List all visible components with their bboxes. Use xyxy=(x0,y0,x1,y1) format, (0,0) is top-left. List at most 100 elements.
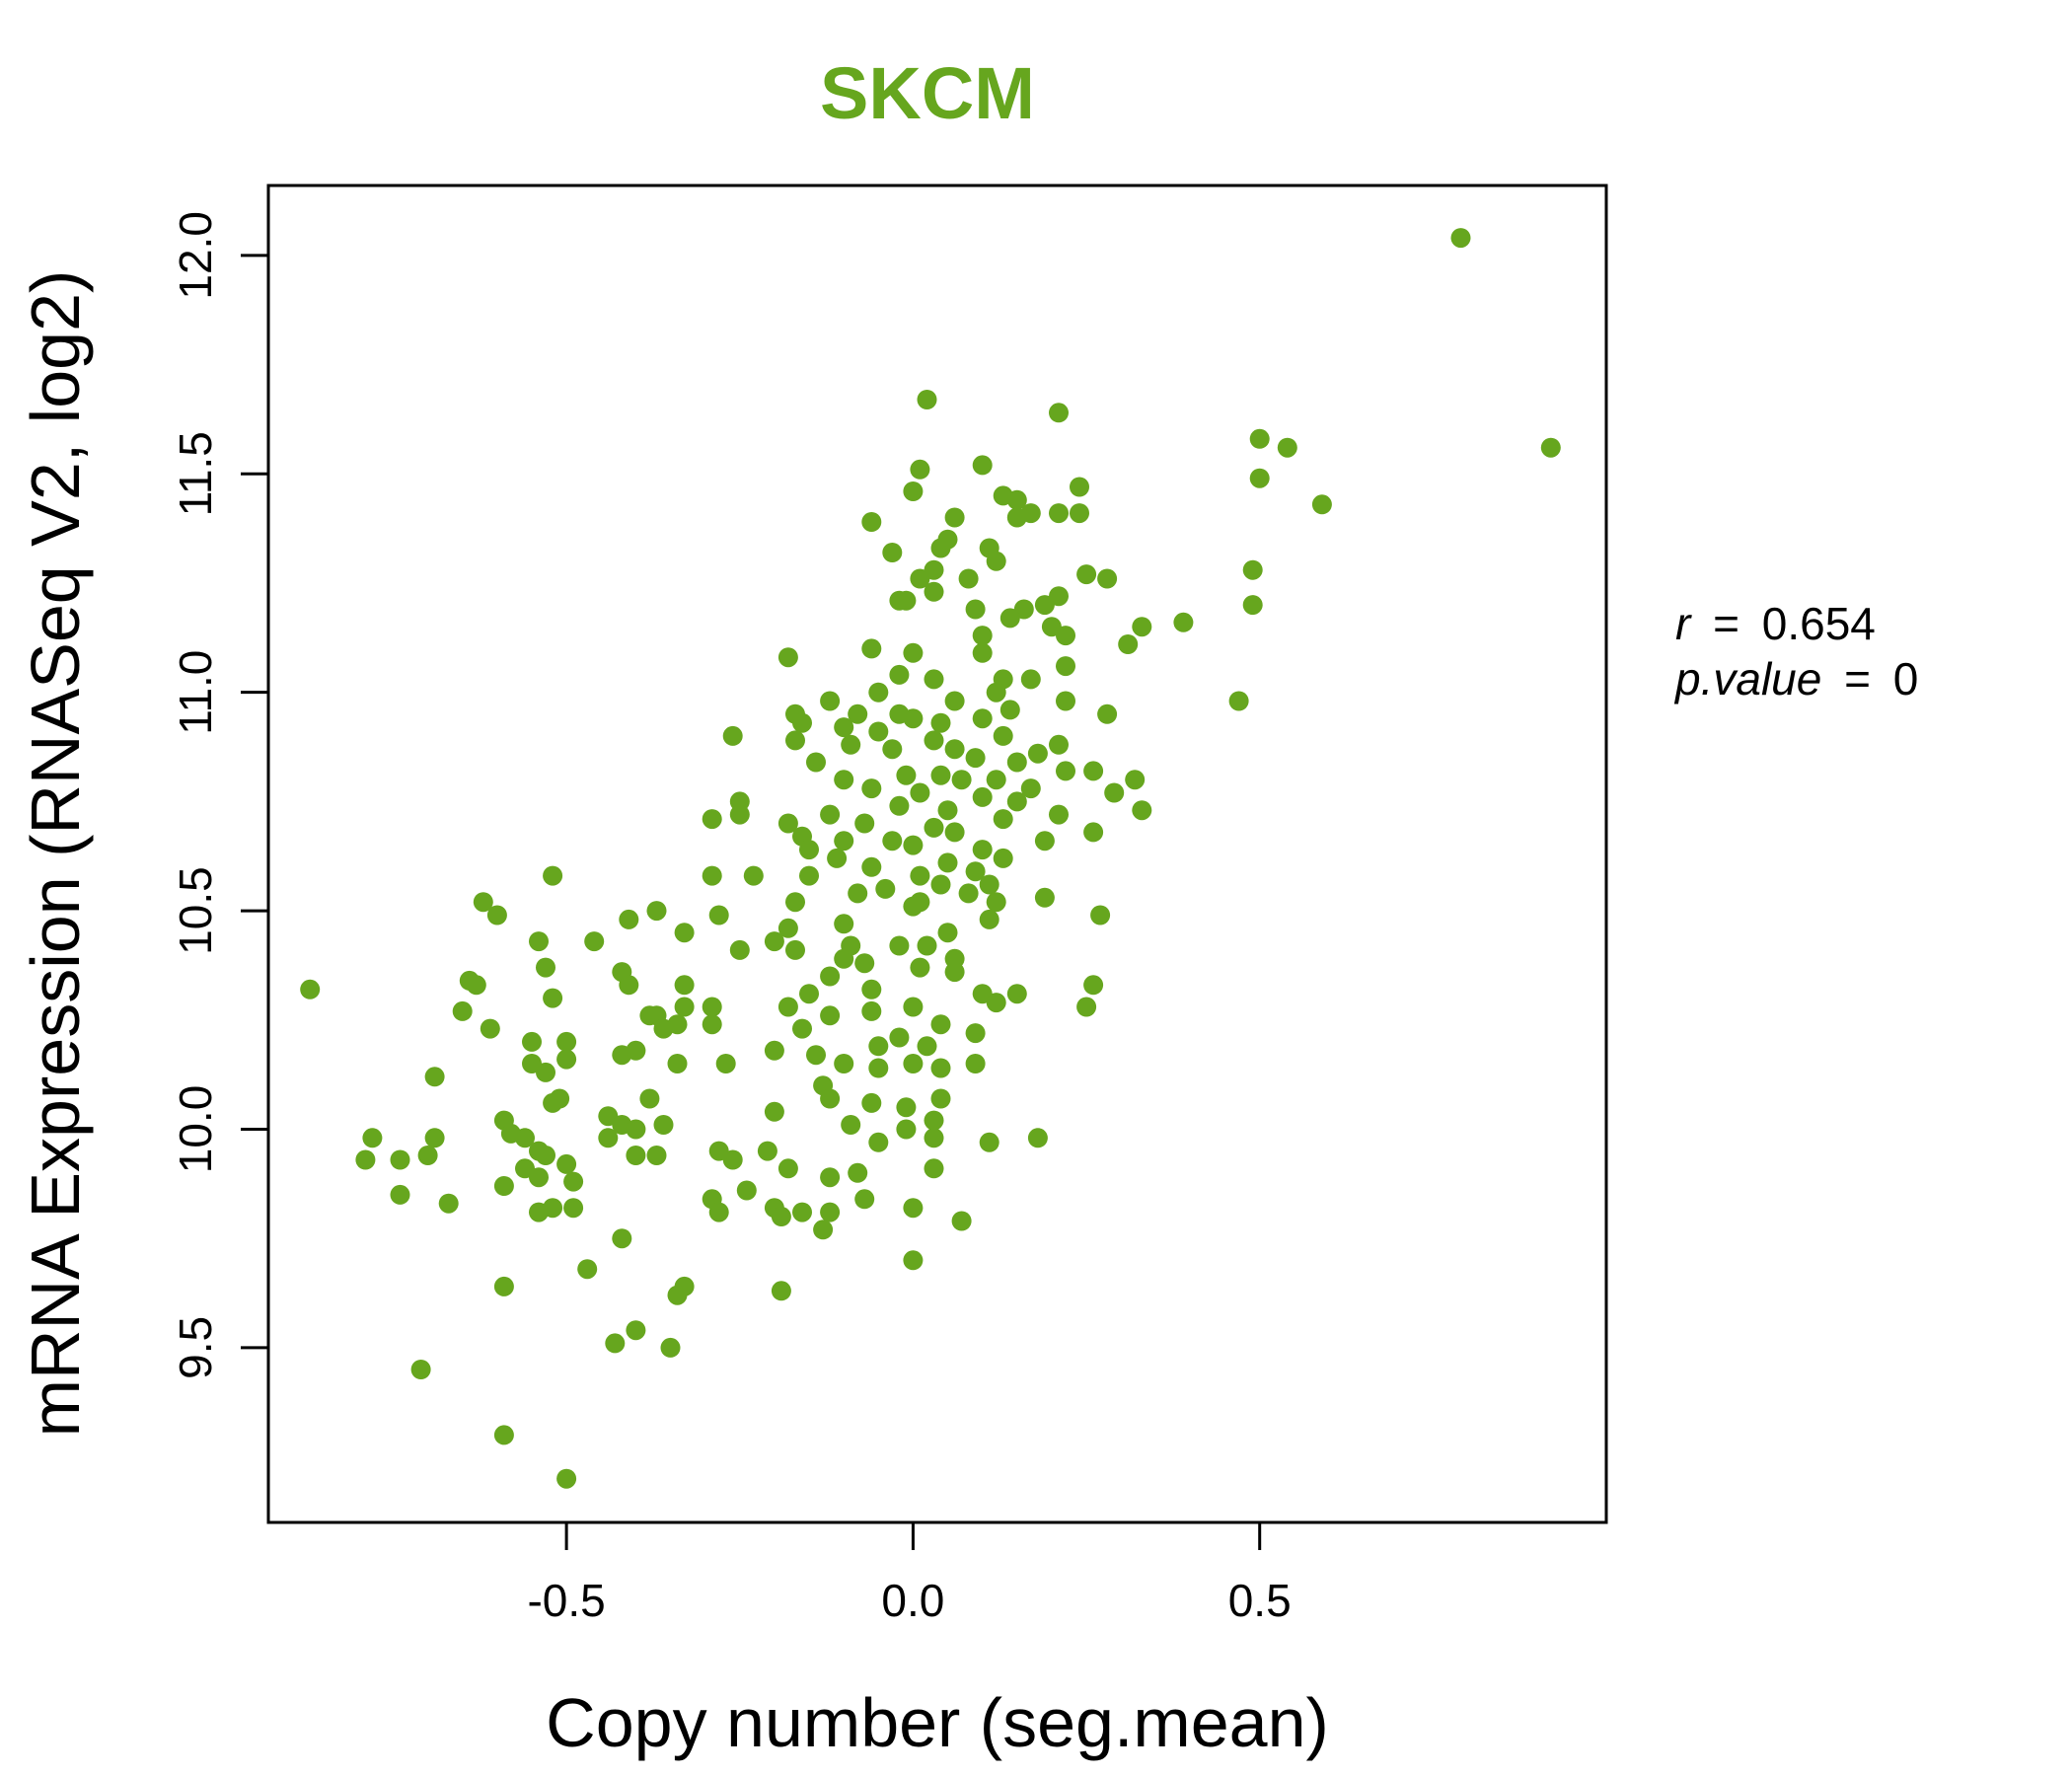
data-point-89 xyxy=(896,765,917,785)
data-point-78 xyxy=(944,739,965,760)
data-point-276 xyxy=(612,1228,632,1249)
p-equals: = xyxy=(1844,653,1871,704)
data-point-109 xyxy=(1083,822,1104,843)
data-point-239 xyxy=(1027,1128,1048,1148)
data-point-130 xyxy=(875,878,896,899)
data-point-171 xyxy=(1083,975,1104,996)
data-point-147 xyxy=(937,923,958,943)
data-point-126 xyxy=(910,865,930,886)
data-point-85 xyxy=(1056,761,1075,781)
data-point-39 xyxy=(965,599,986,620)
data-point-244 xyxy=(626,1146,646,1165)
data-point-46 xyxy=(1056,626,1075,646)
data-point-196 xyxy=(522,1031,542,1052)
data-point-205 xyxy=(834,1054,854,1073)
data-point-195 xyxy=(889,1027,910,1048)
data-point-125 xyxy=(743,865,764,886)
data-point-33 xyxy=(958,568,979,589)
data-point-220 xyxy=(930,1088,951,1109)
data-point-122 xyxy=(861,856,882,877)
data-point-3 xyxy=(1277,437,1297,458)
data-point-175 xyxy=(799,984,819,1004)
data-point-226 xyxy=(653,1115,674,1135)
data-point-253 xyxy=(924,1158,944,1179)
data-point-80 xyxy=(1027,743,1048,764)
data-point-193 xyxy=(930,1014,951,1035)
data-point-259 xyxy=(493,1176,514,1196)
data-point-285 xyxy=(660,1337,681,1358)
data-point-288 xyxy=(556,1468,577,1489)
data-point-43 xyxy=(889,590,910,611)
data-point-103 xyxy=(702,809,722,830)
data-point-210 xyxy=(903,1054,924,1073)
data-point-118 xyxy=(972,840,993,860)
data-point-165 xyxy=(944,962,965,983)
data-point-229 xyxy=(924,1110,944,1131)
data-point-222 xyxy=(896,1097,917,1118)
data-point-22 xyxy=(1049,503,1069,524)
data-point-75 xyxy=(841,734,861,755)
data-point-112 xyxy=(944,822,965,843)
data-point-124 xyxy=(702,865,722,886)
data-point-13 xyxy=(1049,403,1069,423)
data-point-119 xyxy=(993,848,1013,868)
data-point-258 xyxy=(820,1167,841,1188)
r-value: 0.654 xyxy=(1762,598,1876,649)
data-point-274 xyxy=(951,1211,972,1231)
data-point-12 xyxy=(917,390,937,409)
data-point-218 xyxy=(543,1092,563,1113)
data-point-0 xyxy=(1450,228,1471,249)
data-point-235 xyxy=(362,1128,383,1148)
data-point-223 xyxy=(764,1101,784,1122)
data-point-211 xyxy=(868,1058,889,1078)
y-tick-label: 10.5 xyxy=(170,866,221,955)
data-point-287 xyxy=(493,1425,514,1445)
data-point-76 xyxy=(924,730,944,751)
data-point-148 xyxy=(674,923,695,943)
data-point-77 xyxy=(882,739,903,760)
data-point-284 xyxy=(605,1333,626,1354)
data-point-221 xyxy=(861,1092,882,1113)
data-point-53 xyxy=(1020,669,1041,690)
data-point-177 xyxy=(986,993,1006,1013)
data-point-92 xyxy=(1020,778,1041,799)
data-point-150 xyxy=(529,931,549,952)
data-point-62 xyxy=(1097,703,1118,724)
data-points xyxy=(300,228,1561,1489)
data-point-149 xyxy=(777,918,798,938)
data-point-157 xyxy=(785,939,805,960)
data-point-261 xyxy=(390,1184,410,1205)
data-point-117 xyxy=(903,835,924,855)
data-point-234 xyxy=(424,1128,445,1148)
data-point-74 xyxy=(1049,734,1069,755)
data-point-140 xyxy=(646,901,667,922)
data-point-230 xyxy=(626,1119,646,1140)
data-point-81 xyxy=(965,748,986,769)
data-point-156 xyxy=(729,939,750,960)
data-point-286 xyxy=(410,1360,431,1379)
data-point-1 xyxy=(1540,437,1561,458)
data-point-271 xyxy=(708,1202,729,1222)
data-point-54 xyxy=(889,664,910,685)
data-point-198 xyxy=(868,1036,889,1057)
y-axis-label: mRNA Expression (RNASeq V2, log2) xyxy=(17,270,94,1438)
data-point-116 xyxy=(799,840,819,860)
data-point-102 xyxy=(1049,804,1069,825)
data-point-139 xyxy=(543,865,563,886)
x-tick-label: 0.0 xyxy=(881,1575,944,1626)
data-point-138 xyxy=(473,892,493,913)
data-point-95 xyxy=(910,782,930,803)
data-point-17 xyxy=(1006,489,1027,510)
data-point-24 xyxy=(1070,477,1089,497)
data-point-172 xyxy=(1006,984,1027,1004)
data-point-243 xyxy=(757,1141,777,1161)
data-point-272 xyxy=(903,1198,924,1219)
data-point-100 xyxy=(889,795,910,816)
data-point-137 xyxy=(903,896,924,917)
data-point-182 xyxy=(1076,997,1097,1017)
data-point-60 xyxy=(820,691,841,711)
data-point-113 xyxy=(834,831,854,851)
data-point-257 xyxy=(563,1171,584,1192)
data-point-8 xyxy=(1173,612,1194,632)
data-point-173 xyxy=(861,979,882,999)
